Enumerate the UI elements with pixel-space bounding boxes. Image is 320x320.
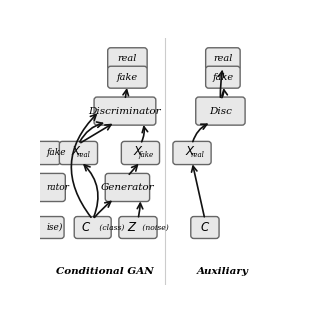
FancyBboxPatch shape xyxy=(119,217,157,238)
Text: $C$: $C$ xyxy=(81,221,92,234)
FancyBboxPatch shape xyxy=(59,141,98,164)
FancyBboxPatch shape xyxy=(173,141,211,164)
Text: real: real xyxy=(190,151,204,159)
FancyBboxPatch shape xyxy=(74,217,111,238)
FancyBboxPatch shape xyxy=(206,66,240,88)
FancyBboxPatch shape xyxy=(29,217,64,238)
Text: real: real xyxy=(77,151,91,159)
FancyBboxPatch shape xyxy=(105,173,150,202)
Text: Conditional GAN: Conditional GAN xyxy=(56,267,153,276)
Text: real: real xyxy=(118,54,137,63)
Text: (class): (class) xyxy=(97,223,124,231)
Text: Generator: Generator xyxy=(100,183,154,192)
Text: Discriminator: Discriminator xyxy=(89,107,161,116)
Text: $C$: $C$ xyxy=(200,221,210,234)
Text: ise): ise) xyxy=(46,223,63,232)
Text: $Z$: $Z$ xyxy=(127,221,138,234)
Text: fake: fake xyxy=(138,151,154,159)
Text: real: real xyxy=(213,54,233,63)
FancyBboxPatch shape xyxy=(29,141,60,164)
FancyBboxPatch shape xyxy=(191,217,219,238)
FancyBboxPatch shape xyxy=(121,141,160,164)
FancyBboxPatch shape xyxy=(206,48,240,70)
Text: (noise): (noise) xyxy=(140,223,169,231)
FancyBboxPatch shape xyxy=(108,48,147,70)
Text: fake: fake xyxy=(117,73,138,82)
Text: Auxiliary: Auxiliary xyxy=(196,267,248,276)
Text: $X$: $X$ xyxy=(133,145,144,158)
Text: Disc: Disc xyxy=(209,107,232,116)
FancyBboxPatch shape xyxy=(108,66,147,88)
FancyBboxPatch shape xyxy=(29,173,65,202)
Text: rator: rator xyxy=(46,183,69,192)
Text: fake: fake xyxy=(212,73,234,82)
FancyBboxPatch shape xyxy=(196,97,245,125)
Text: $X$: $X$ xyxy=(185,145,196,158)
Text: fake: fake xyxy=(46,148,66,157)
FancyBboxPatch shape xyxy=(94,97,156,125)
Text: $X$: $X$ xyxy=(71,145,82,158)
